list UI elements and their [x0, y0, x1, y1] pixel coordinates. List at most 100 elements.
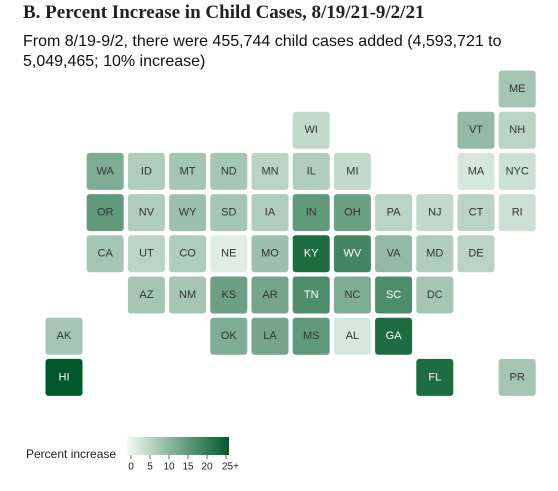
- state-label: MO: [261, 248, 279, 260]
- state-label: ME: [509, 83, 526, 95]
- legend-tick-label: 20: [201, 462, 213, 473]
- state-label: OH: [344, 207, 361, 219]
- state-label: KS: [221, 289, 236, 301]
- state-tile: [251, 235, 289, 273]
- state-label: OK: [221, 330, 238, 342]
- state-tile: [127, 235, 165, 273]
- state-label: IL: [307, 165, 316, 177]
- state-label: MA: [468, 165, 485, 177]
- state-label: RI: [512, 207, 523, 219]
- state-label: WI: [304, 124, 317, 136]
- state-tile: [251, 317, 289, 355]
- state-label: WY: [179, 207, 197, 219]
- state-tile: [333, 152, 371, 190]
- state-tile: [498, 152, 536, 190]
- state-tile: [169, 194, 207, 232]
- state-tile: [457, 111, 495, 149]
- state-label: CT: [469, 207, 484, 219]
- state-label: CO: [179, 248, 196, 260]
- state-label: PR: [510, 371, 525, 383]
- state-label: DE: [468, 248, 483, 260]
- state-tile: [45, 317, 83, 355]
- state-tile: [333, 276, 371, 314]
- state-label: VA: [387, 248, 402, 260]
- state-label: NJ: [428, 207, 441, 219]
- state-tile: [251, 276, 289, 314]
- state-label: MN: [261, 165, 278, 177]
- state-tile: [210, 152, 248, 190]
- state-label: NM: [179, 289, 196, 301]
- state-label: MD: [426, 248, 443, 260]
- state-tile: [498, 111, 536, 149]
- state-label: DC: [427, 289, 443, 301]
- state-tile: [210, 235, 248, 273]
- state-label: SD: [221, 207, 236, 219]
- state-tile: [333, 317, 371, 355]
- state-tile: [457, 194, 495, 232]
- state-tile: [127, 276, 165, 314]
- legend-tick-label: 0: [128, 462, 134, 473]
- state-label: AZ: [139, 289, 153, 301]
- state-tile: [416, 358, 454, 396]
- state-tile: [169, 276, 207, 314]
- state-tile: [86, 152, 124, 190]
- state-tile: [375, 235, 413, 273]
- state-label: IN: [306, 207, 317, 219]
- state-tile: [375, 194, 413, 232]
- state-tile: [292, 235, 330, 273]
- state-tile: [292, 194, 330, 232]
- state-label: SC: [386, 289, 401, 301]
- subtitle: From 8/19-9/2, there were 455,744 child …: [23, 33, 502, 70]
- state-tile: [251, 152, 289, 190]
- state-label: NH: [509, 124, 525, 136]
- state-label: ID: [141, 165, 152, 177]
- state-label: NYC: [506, 165, 529, 177]
- state-label: TN: [304, 289, 319, 301]
- state-tile: [457, 152, 495, 190]
- state-tile: [292, 317, 330, 355]
- state-label: CA: [98, 248, 114, 260]
- state-label: MS: [303, 330, 320, 342]
- state-tile: [169, 235, 207, 273]
- state-label: AL: [346, 330, 359, 342]
- state-tile: [498, 70, 536, 108]
- state-label: UT: [139, 248, 154, 260]
- state-tile: [416, 194, 454, 232]
- state-tile: [292, 276, 330, 314]
- state-tile: [375, 317, 413, 355]
- state-tile: [457, 235, 495, 273]
- state-label: MI: [346, 165, 358, 177]
- state-tile: [416, 235, 454, 273]
- state-tile: [169, 152, 207, 190]
- state-tile: [45, 358, 83, 396]
- state-tile: [292, 152, 330, 190]
- state-label: NC: [344, 289, 360, 301]
- state-label: AK: [57, 330, 72, 342]
- state-label: ND: [221, 165, 237, 177]
- state-label: IA: [265, 207, 276, 219]
- state-tile: [292, 111, 330, 149]
- state-tile: [333, 194, 371, 232]
- state-label: VT: [469, 124, 483, 136]
- state-label: NE: [221, 248, 236, 260]
- state-tile: [333, 235, 371, 273]
- state-tile: [210, 194, 248, 232]
- state-tile: [86, 194, 124, 232]
- legend-tick-label: 15: [182, 462, 194, 473]
- state-label: WA: [97, 165, 115, 177]
- state-tile: [210, 317, 248, 355]
- legend-gradient: [127, 437, 229, 455]
- state-tile: [251, 194, 289, 232]
- legend-title: Percent increase: [26, 447, 116, 461]
- state-label: PA: [387, 207, 402, 219]
- state-tile: [498, 194, 536, 232]
- state-label: FL: [428, 371, 441, 383]
- state-label: AR: [262, 289, 277, 301]
- state-label: HI: [59, 371, 70, 383]
- state-tile: [127, 152, 165, 190]
- state-tile: [416, 276, 454, 314]
- state-label: KY: [304, 248, 319, 260]
- state-label: LA: [263, 330, 277, 342]
